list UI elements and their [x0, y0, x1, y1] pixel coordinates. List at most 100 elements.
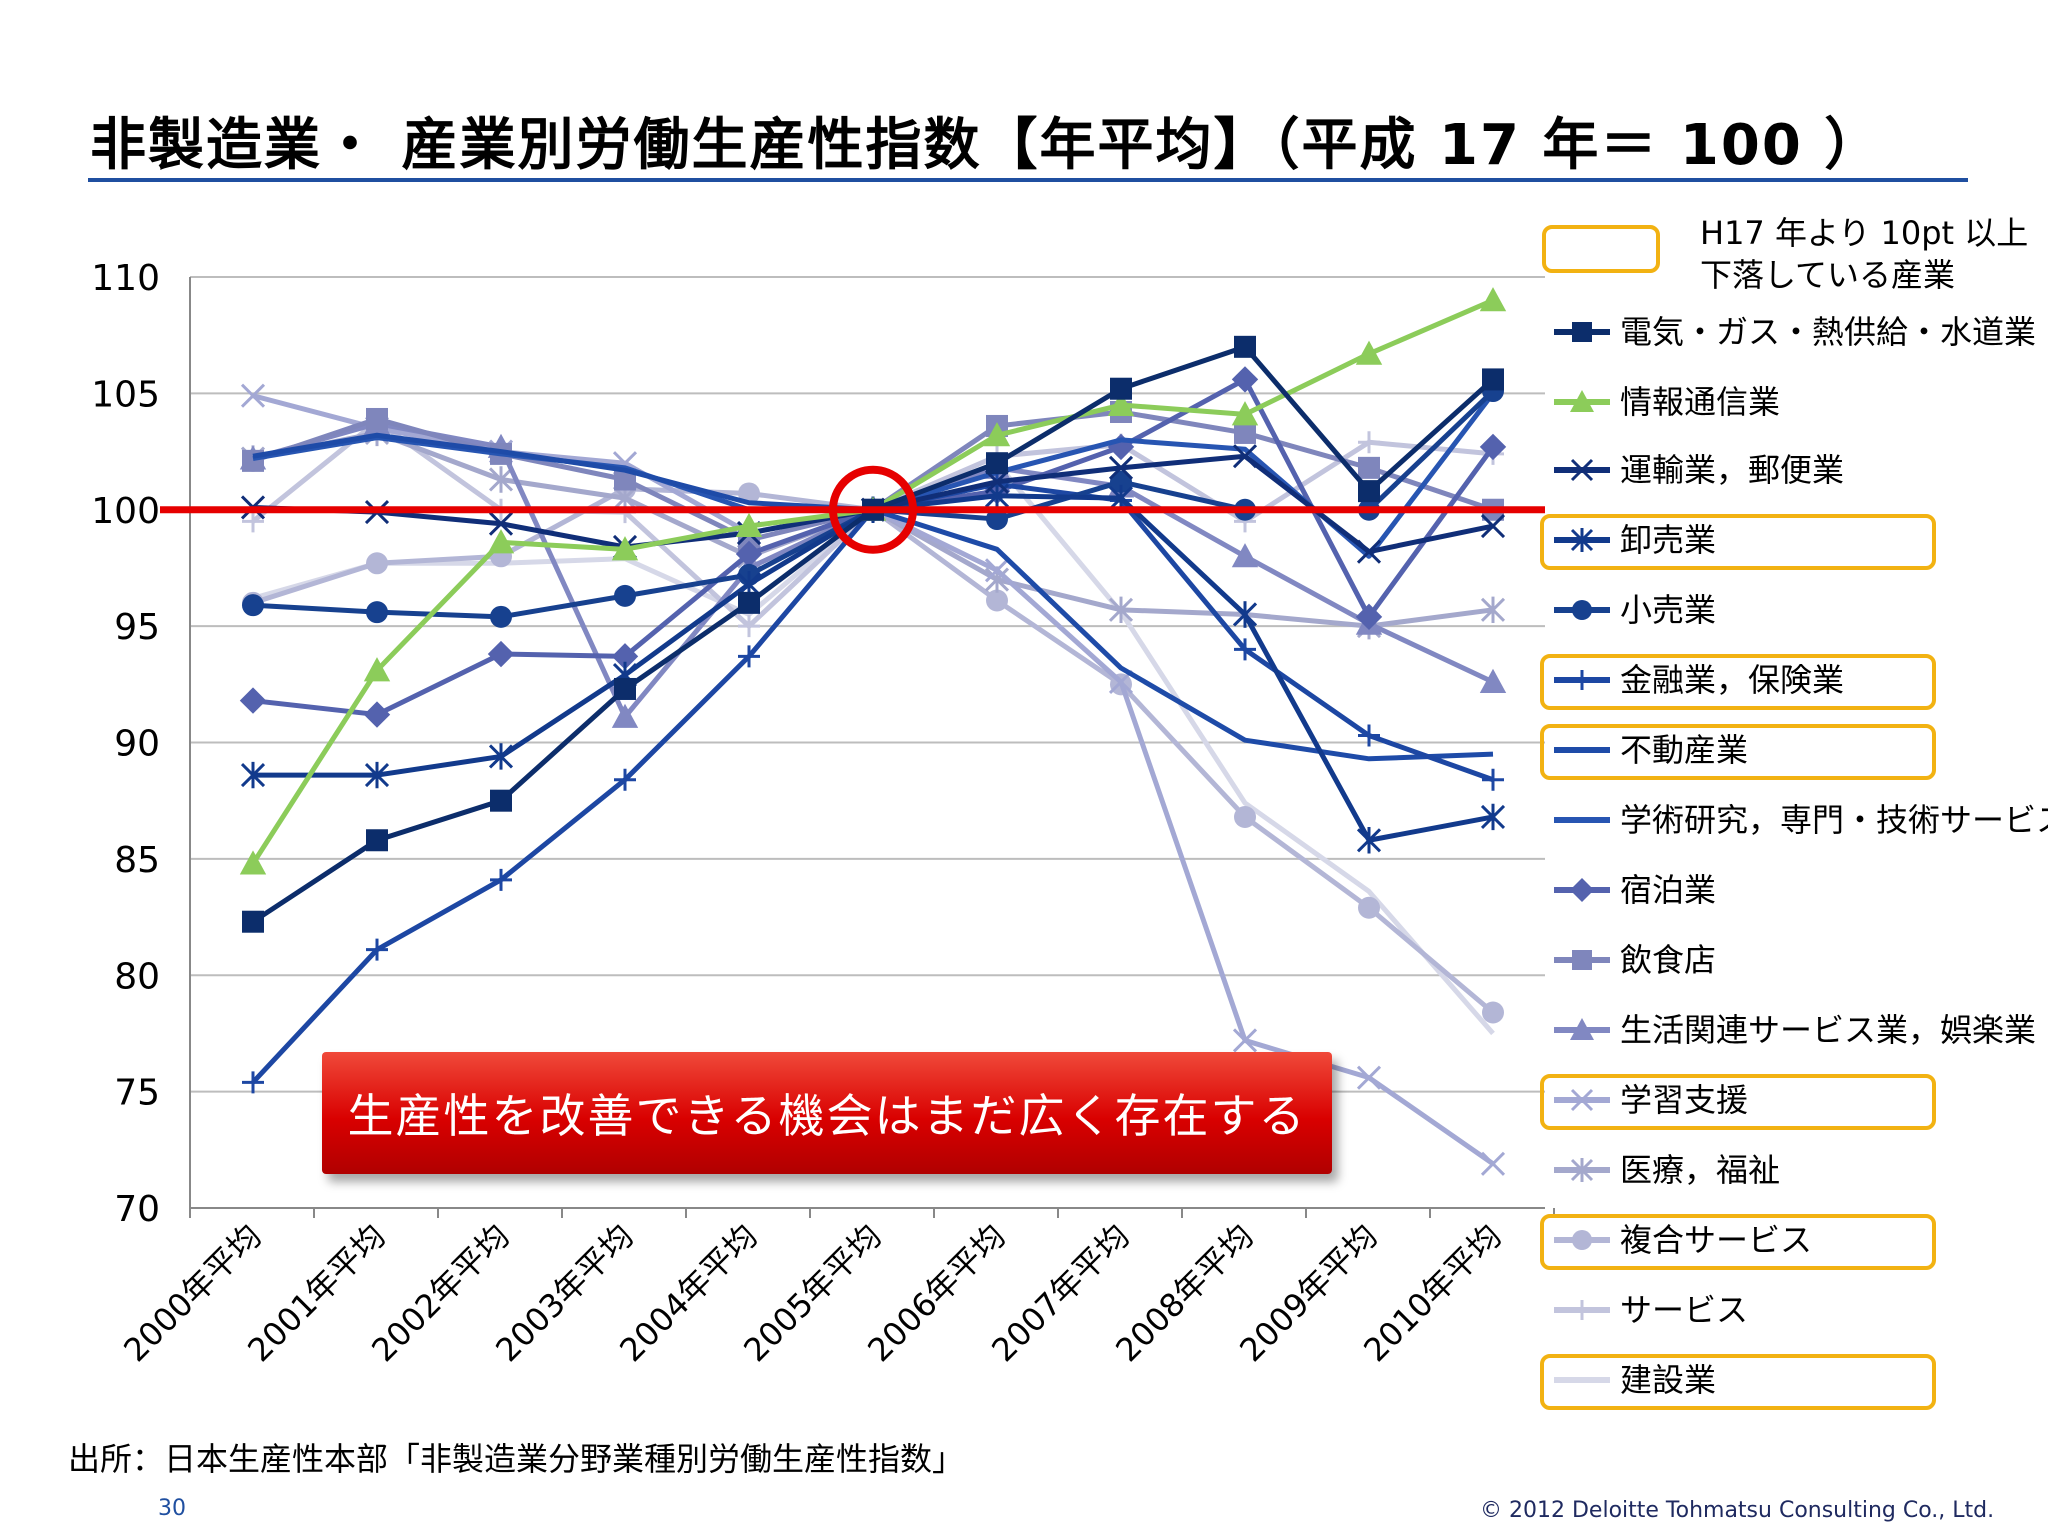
data-point — [242, 594, 264, 617]
legend-swatch-marker — [1570, 528, 1594, 552]
data-point — [1479, 287, 1507, 312]
reference-line-100 — [160, 465, 1545, 554]
legend-label: サービス — [1620, 1291, 1749, 1329]
y-tick-label: 85 — [114, 840, 160, 881]
legend-swatch — [1554, 1300, 1610, 1320]
data-point — [366, 407, 388, 430]
data-point — [983, 422, 1011, 447]
data-point — [738, 645, 760, 668]
series-1 — [239, 287, 1507, 875]
legend-item: 小売業 — [1550, 588, 1990, 638]
legend-item: 医療，福祉 — [1550, 1148, 1990, 1198]
data-point — [984, 558, 1010, 583]
legend-swatch — [1554, 878, 1610, 902]
data-point — [735, 540, 763, 568]
data-point — [239, 687, 267, 714]
legend-label: 医療，福祉 — [1620, 1151, 1781, 1189]
data-point — [487, 529, 515, 554]
legend-item: 学習支援 — [1550, 1078, 1990, 1128]
legend-swatch — [1554, 600, 1610, 620]
legend-swatch-marker — [1572, 322, 1592, 342]
series-line — [252, 430, 1494, 629]
copyright: © 2012 Deloitte Tohmatsu Consulting Co.,… — [1480, 1498, 1995, 1523]
legend-swatch — [1554, 458, 1610, 482]
legend-item: 学術研究，専門・技術サービス業 — [1550, 798, 2048, 848]
data-point — [1232, 444, 1258, 469]
legend-item: 建設業 — [1550, 1358, 1990, 1408]
data-point — [1482, 368, 1504, 391]
data-point — [1480, 803, 1506, 831]
data-point — [986, 508, 1008, 531]
legend-item: 情報通信業 — [1550, 380, 1990, 430]
y-tick-label: 110 — [91, 258, 160, 299]
series-0 — [242, 335, 1504, 933]
data-point — [1108, 455, 1134, 480]
y-tick-label: 95 — [114, 607, 160, 648]
legend-highlight-box — [1540, 1354, 1936, 1410]
legend-swatch — [1554, 950, 1610, 970]
data-point — [363, 657, 391, 682]
data-point — [490, 868, 512, 891]
data-point — [1358, 431, 1380, 454]
legend-label: 小売業 — [1620, 591, 1717, 629]
data-point — [1234, 805, 1256, 828]
data-point — [611, 536, 639, 561]
series-5 — [242, 473, 1504, 1094]
y-tick-label: 100 — [91, 491, 160, 532]
legend-label: 建設業 — [1620, 1361, 1717, 1399]
data-point — [1358, 480, 1380, 503]
data-point — [1479, 433, 1507, 461]
data-point — [366, 601, 388, 624]
data-point — [1482, 768, 1504, 791]
callout-banner: 生産性を改善できる機会はまだ広く存在する — [322, 1052, 1332, 1174]
data-point — [1479, 668, 1507, 693]
series-3 — [240, 482, 1506, 854]
legend-swatch-marker — [1572, 1230, 1592, 1250]
legend-item: 宿泊業 — [1550, 868, 1990, 918]
data-point — [366, 552, 388, 575]
legend-swatch — [1554, 1158, 1610, 1182]
data-point — [364, 761, 390, 789]
data-point — [1108, 596, 1134, 624]
chart-series — [239, 287, 1507, 1176]
legend-swatch-marker — [1570, 390, 1594, 412]
data-point — [735, 512, 763, 538]
data-point — [1355, 603, 1383, 631]
data-point — [1231, 543, 1259, 568]
data-point — [1231, 366, 1259, 393]
data-point — [611, 643, 639, 670]
highlight-note: H17 年より 10pt 以上下落している産業 — [1700, 214, 2029, 294]
title-rule — [88, 178, 1968, 182]
legend-swatch-marker — [1570, 1018, 1594, 1040]
y-tick-label: 90 — [114, 724, 160, 765]
data-point — [363, 701, 391, 728]
y-tick-label: 70 — [114, 1189, 160, 1230]
data-point — [242, 510, 264, 533]
data-point — [738, 591, 760, 614]
data-point — [1356, 827, 1382, 854]
legend-item: 複合サービス — [1550, 1218, 1990, 1268]
legend-item: 飲食店 — [1550, 938, 1990, 988]
data-point — [488, 466, 514, 493]
y-axis-ticks: 70 75 80 85 90 95 100 105 110 — [91, 258, 160, 1230]
y-tick-label: 75 — [114, 1073, 160, 1114]
legend-swatch-marker — [1570, 878, 1594, 902]
data-point — [1480, 1151, 1506, 1176]
data-point — [240, 761, 266, 789]
data-point — [488, 511, 514, 536]
data-point — [1110, 470, 1132, 493]
legend-label: 生活関連サービス業，娯楽業 — [1620, 1011, 2037, 1049]
legend-label: 飲食店 — [1620, 941, 1717, 979]
legend-highlight-box — [1540, 1214, 1936, 1270]
data-point — [239, 850, 267, 875]
page-title: 非製造業・ 産業別労働生産性指数【年平均】（平成 17 年＝ 100 ） — [90, 113, 1883, 178]
legend-highlight-box — [1540, 654, 1936, 710]
data-point — [986, 452, 1008, 475]
y-tick-label: 80 — [114, 956, 160, 997]
data-point — [984, 469, 1010, 494]
legend-swatch — [1554, 390, 1610, 412]
series-line — [250, 297, 1494, 865]
data-point — [1356, 1065, 1382, 1090]
legend-swatch — [1554, 528, 1610, 552]
data-point — [1480, 596, 1506, 624]
